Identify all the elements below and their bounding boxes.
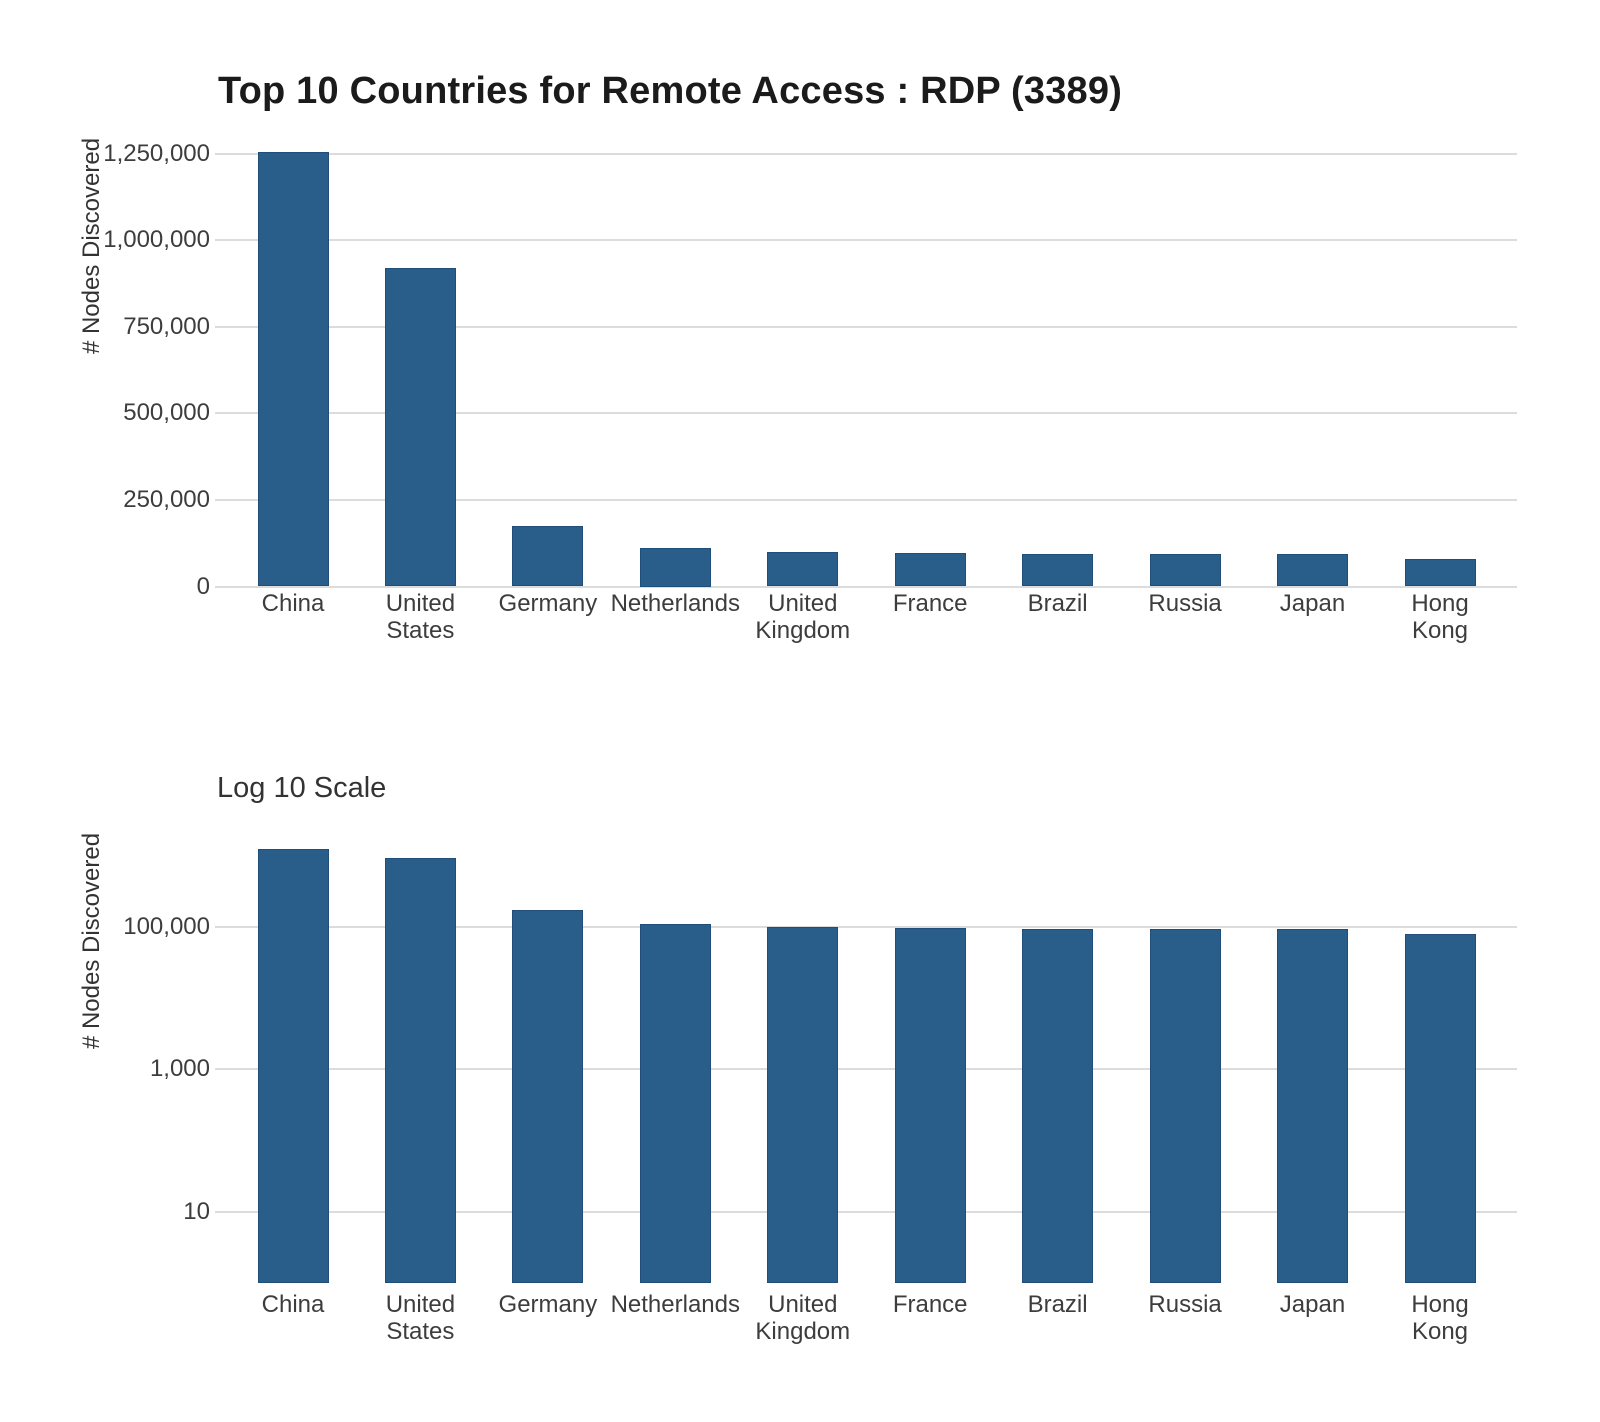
gridline-250,000: [215, 498, 1517, 501]
gridline-100,000: [215, 926, 1517, 928]
gridline-10: [215, 1210, 1517, 1213]
bar-netherlands: [639, 923, 711, 1283]
x-label-brazil: Brazil: [1027, 590, 1088, 617]
bar-netherlands: [639, 548, 711, 587]
bar-china: [257, 152, 329, 587]
x-label-hong-kong: Hong Kong: [1411, 590, 1469, 644]
bar-germany: [512, 909, 584, 1283]
gridline-750,000: [215, 325, 1517, 328]
gridline-1,000: [215, 1068, 1517, 1071]
bar-united-kingdom: [767, 552, 839, 587]
figure-title: Top 10 Countries for Remote Access : RDP…: [218, 70, 1123, 112]
bar-france: [894, 552, 966, 587]
y-tick-500,000: 500,000: [123, 399, 210, 427]
x-label-united-states: United States: [385, 1291, 456, 1345]
gridline-500,000: [215, 412, 1517, 415]
bar-brazil: [1022, 928, 1094, 1283]
x-label-japan: Japan: [1279, 590, 1346, 617]
bar-russia: [1149, 553, 1221, 587]
x-label-united-kingdom: United Kingdom: [755, 590, 851, 644]
x-label-china: China: [261, 590, 325, 617]
bar-hong-kong: [1404, 558, 1476, 587]
bar-united-states: [384, 858, 456, 1283]
x-label-united-states: United States: [385, 590, 456, 644]
y-tick-1,000,000: 1,000,000: [103, 226, 210, 254]
gridline-1,250,000: [215, 152, 1517, 155]
y-tick-100,000: 100,000: [123, 913, 210, 940]
x-label-united-kingdom: United Kingdom: [755, 1291, 851, 1345]
x-label-hong-kong: Hong Kong: [1411, 1291, 1469, 1345]
y-tick-750,000: 750,000: [123, 312, 210, 340]
bar-hong-kong: [1404, 933, 1476, 1283]
gridline-0: [215, 585, 1517, 588]
x-label-russia: Russia: [1148, 590, 1222, 617]
y-tick-250,000: 250,000: [123, 485, 210, 513]
gridline-1,000,000: [215, 239, 1517, 242]
x-label-china: China: [261, 1291, 325, 1318]
bar-japan: [1277, 929, 1348, 1283]
x-label-france: France: [892, 590, 968, 617]
bar-brazil: [1022, 553, 1094, 587]
x-label-netherlands: Netherlands: [610, 590, 740, 617]
x-label-japan: Japan: [1279, 1291, 1346, 1318]
x-label-brazil: Brazil: [1027, 1291, 1088, 1318]
x-label-russia: Russia: [1148, 1291, 1222, 1318]
bar-japan: [1277, 554, 1348, 587]
bar-germany: [512, 525, 584, 587]
bar-united-states: [384, 267, 456, 587]
x-label-germany: Germany: [498, 590, 598, 617]
x-label-netherlands: Netherlands: [610, 1291, 740, 1318]
bar-united-kingdom: [767, 927, 839, 1283]
y-tick-1,250,000: 1,250,000: [103, 139, 210, 167]
bar-china: [257, 848, 329, 1283]
x-label-france: France: [892, 1291, 968, 1318]
log-chart-title: Log 10 Scale: [217, 772, 387, 804]
y-tick-0: 0: [196, 572, 210, 600]
x-label-germany: Germany: [498, 1291, 598, 1318]
bar-russia: [1149, 928, 1221, 1283]
bar-france: [894, 927, 966, 1283]
y-tick-1,000: 1,000: [149, 1055, 210, 1083]
y-tick-10: 10: [183, 1197, 210, 1225]
